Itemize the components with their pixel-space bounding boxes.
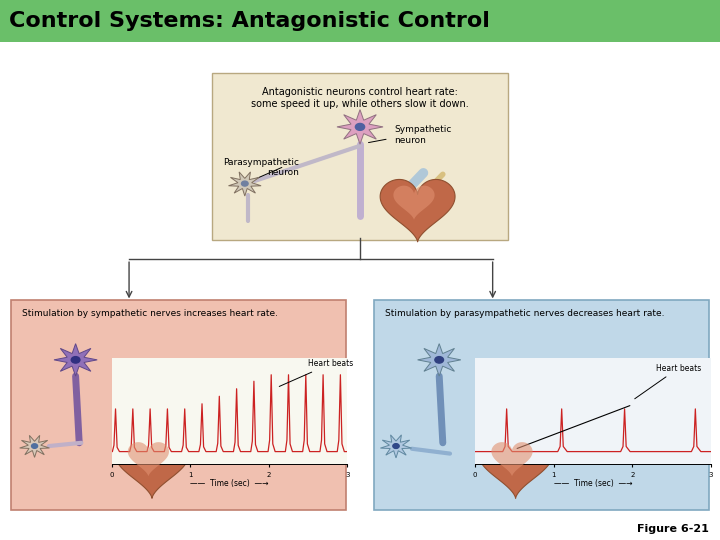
Text: Sympathetic
neuron: Sympathetic neuron xyxy=(395,125,452,145)
Polygon shape xyxy=(54,343,97,376)
FancyBboxPatch shape xyxy=(374,300,709,510)
Polygon shape xyxy=(228,172,261,196)
Circle shape xyxy=(71,356,80,363)
Text: Stimulation by sympathetic nerves increases heart rate.: Stimulation by sympathetic nerves increa… xyxy=(22,309,278,318)
Text: Control Systems: Antagonistic Control: Control Systems: Antagonistic Control xyxy=(9,11,490,31)
Polygon shape xyxy=(418,343,461,376)
Text: Parasympathetic
neuron: Parasympathetic neuron xyxy=(223,158,300,177)
Polygon shape xyxy=(380,179,455,242)
Polygon shape xyxy=(393,186,435,220)
Polygon shape xyxy=(380,435,412,458)
FancyBboxPatch shape xyxy=(212,73,508,240)
Polygon shape xyxy=(128,442,169,476)
Text: Stimulation by parasympathetic nerves decreases heart rate.: Stimulation by parasympathetic nerves de… xyxy=(385,309,665,318)
Circle shape xyxy=(435,356,444,363)
Polygon shape xyxy=(492,442,533,476)
Circle shape xyxy=(241,181,248,186)
Circle shape xyxy=(356,124,364,130)
Bar xyxy=(0,0,720,42)
FancyBboxPatch shape xyxy=(11,300,346,510)
Circle shape xyxy=(393,444,399,448)
Polygon shape xyxy=(114,436,189,498)
Polygon shape xyxy=(337,110,383,144)
Text: Figure 6-21: Figure 6-21 xyxy=(637,523,709,534)
Polygon shape xyxy=(478,436,553,498)
Text: Antagonistic neurons control heart rate:
some speed it up, while others slow it : Antagonistic neurons control heart rate:… xyxy=(251,87,469,109)
Polygon shape xyxy=(19,435,50,457)
Circle shape xyxy=(32,444,37,448)
